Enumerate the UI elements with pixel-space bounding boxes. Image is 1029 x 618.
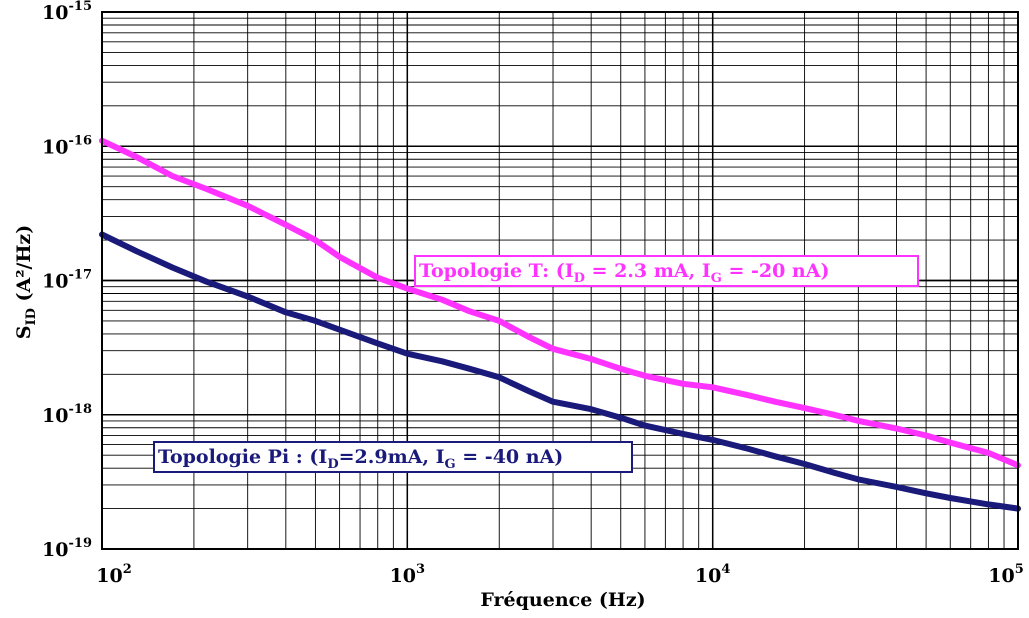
plot-frame <box>101 11 1019 550</box>
legend-series-2: Topologie Pi : (ID=2.9mA, IG = -40 nA) <box>153 441 633 473</box>
y-axis-label-units: (A²/Hz) <box>13 225 35 308</box>
x-axis-label: Fréquence (Hz) <box>480 589 645 611</box>
x-tick-label: 105 <box>988 562 1024 587</box>
series-legends: Topologie T: (ID = 2.3 mA, IG = -20 nA) T… <box>153 255 919 473</box>
x-tick-label: 102 <box>96 562 132 587</box>
y-tick-labels: 10-15 10-16 10-17 10-18 10-19 <box>42 0 92 561</box>
y-axis-label: SID (A²/Hz) <box>13 225 39 339</box>
series-line-2 <box>99 231 1021 512</box>
y-tick-label: 10-18 <box>42 402 92 427</box>
legend-text: Topologie T: (ID = 2.3 mA, IG = -20 nA) <box>419 260 829 286</box>
x-tick-label: 103 <box>390 562 426 587</box>
y-tick-label: 10-19 <box>42 536 92 561</box>
legend-series-1: Topologie T: (ID = 2.3 mA, IG = -20 nA) <box>414 255 919 287</box>
y-tick-label: 10-17 <box>42 268 92 293</box>
legend-box <box>153 441 633 473</box>
y-tick-label: 10-16 <box>42 133 92 158</box>
y-axis-label-main: S <box>13 325 35 339</box>
y-axis-label-sub: ID <box>24 308 39 325</box>
x-tick-label: 104 <box>695 562 731 587</box>
legend-text: Topologie Pi : (ID=2.9mA, IG = -40 nA) <box>158 446 563 472</box>
legend-box <box>414 255 919 287</box>
series-line-1 <box>99 137 1021 469</box>
y-tick-label: 10-15 <box>42 0 92 24</box>
x-tick-labels: 102 103 104 105 <box>96 562 1024 587</box>
data-series <box>99 137 1021 512</box>
